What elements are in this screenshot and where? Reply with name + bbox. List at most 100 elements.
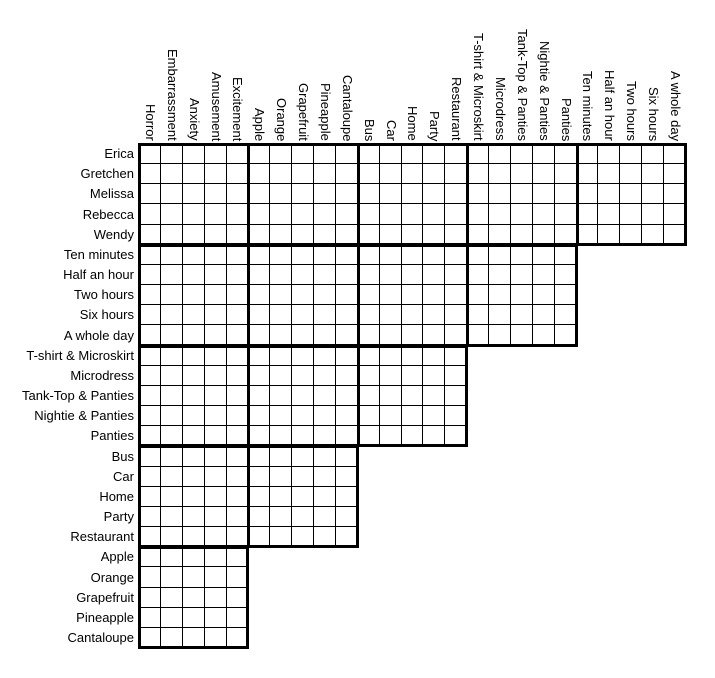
grid-cell[interactable] bbox=[161, 305, 183, 325]
grid-cell[interactable] bbox=[358, 305, 380, 325]
grid-cell[interactable] bbox=[402, 164, 423, 184]
grid-cell[interactable] bbox=[270, 467, 292, 487]
grid-cell[interactable] bbox=[445, 164, 467, 184]
grid-cell[interactable] bbox=[139, 406, 161, 426]
grid-cell[interactable] bbox=[161, 628, 183, 648]
grid-cell[interactable] bbox=[205, 245, 227, 265]
grid-cell[interactable] bbox=[402, 386, 423, 406]
grid-cell[interactable] bbox=[227, 608, 248, 628]
grid-cell[interactable] bbox=[292, 265, 314, 285]
grid-cell[interactable] bbox=[139, 446, 161, 467]
grid-cell[interactable] bbox=[358, 386, 380, 406]
grid-cell[interactable] bbox=[227, 346, 248, 366]
grid-cell[interactable] bbox=[314, 487, 336, 507]
grid-cell[interactable] bbox=[642, 184, 664, 204]
grid-cell[interactable] bbox=[161, 184, 183, 204]
grid-cell[interactable] bbox=[139, 265, 161, 285]
grid-cell[interactable] bbox=[380, 325, 402, 346]
grid-cell[interactable] bbox=[161, 406, 183, 426]
grid-cell[interactable] bbox=[533, 245, 555, 265]
grid-cell[interactable] bbox=[161, 245, 183, 265]
grid-cell[interactable] bbox=[270, 164, 292, 184]
grid-cell[interactable] bbox=[423, 164, 445, 184]
grid-cell[interactable] bbox=[292, 245, 314, 265]
grid-cell[interactable] bbox=[380, 366, 402, 386]
grid-cell[interactable] bbox=[402, 406, 423, 426]
grid-cell[interactable] bbox=[183, 507, 205, 527]
grid-cell[interactable] bbox=[445, 325, 467, 346]
grid-cell[interactable] bbox=[380, 204, 402, 225]
grid-cell[interactable] bbox=[336, 446, 358, 467]
grid-cell[interactable] bbox=[227, 204, 248, 225]
grid-cell[interactable] bbox=[248, 204, 270, 225]
grid-cell[interactable] bbox=[358, 325, 380, 346]
grid-cell[interactable] bbox=[445, 204, 467, 225]
grid-cell[interactable] bbox=[489, 184, 511, 204]
grid-cell[interactable] bbox=[314, 446, 336, 467]
grid-cell[interactable] bbox=[336, 245, 358, 265]
grid-cell[interactable] bbox=[248, 386, 270, 406]
grid-cell[interactable] bbox=[620, 164, 642, 184]
grid-cell[interactable] bbox=[183, 426, 205, 446]
grid-cell[interactable] bbox=[314, 325, 336, 346]
grid-cell[interactable] bbox=[664, 184, 686, 204]
grid-cell[interactable] bbox=[380, 386, 402, 406]
grid-cell[interactable] bbox=[423, 366, 445, 386]
grid-cell[interactable] bbox=[664, 225, 686, 245]
grid-cell[interactable] bbox=[423, 346, 445, 366]
grid-cell[interactable] bbox=[205, 305, 227, 325]
grid-cell[interactable] bbox=[511, 285, 533, 305]
grid-cell[interactable] bbox=[292, 426, 314, 446]
grid-cell[interactable] bbox=[227, 184, 248, 204]
grid-cell[interactable] bbox=[205, 406, 227, 426]
grid-cell[interactable] bbox=[577, 144, 598, 164]
grid-cell[interactable] bbox=[555, 225, 577, 245]
grid-cell[interactable] bbox=[314, 265, 336, 285]
grid-cell[interactable] bbox=[248, 467, 270, 487]
grid-cell[interactable] bbox=[248, 406, 270, 426]
grid-cell[interactable] bbox=[445, 346, 467, 366]
grid-cell[interactable] bbox=[270, 446, 292, 467]
grid-cell[interactable] bbox=[336, 164, 358, 184]
grid-cell[interactable] bbox=[336, 346, 358, 366]
grid-cell[interactable] bbox=[270, 386, 292, 406]
grid-cell[interactable] bbox=[205, 507, 227, 527]
grid-cell[interactable] bbox=[467, 184, 489, 204]
grid-cell[interactable] bbox=[445, 406, 467, 426]
grid-cell[interactable] bbox=[533, 325, 555, 346]
grid-cell[interactable] bbox=[161, 426, 183, 446]
grid-cell[interactable] bbox=[227, 245, 248, 265]
grid-cell[interactable] bbox=[423, 184, 445, 204]
grid-cell[interactable] bbox=[248, 426, 270, 446]
grid-cell[interactable] bbox=[183, 225, 205, 245]
grid-cell[interactable] bbox=[423, 285, 445, 305]
grid-cell[interactable] bbox=[445, 184, 467, 204]
grid-cell[interactable] bbox=[205, 426, 227, 446]
grid-cell[interactable] bbox=[292, 406, 314, 426]
grid-cell[interactable] bbox=[292, 325, 314, 346]
grid-cell[interactable] bbox=[183, 305, 205, 325]
grid-cell[interactable] bbox=[445, 426, 467, 446]
grid-cell[interactable] bbox=[205, 366, 227, 386]
grid-cell[interactable] bbox=[292, 446, 314, 467]
grid-cell[interactable] bbox=[402, 144, 423, 164]
grid-cell[interactable] bbox=[227, 265, 248, 285]
grid-cell[interactable] bbox=[423, 426, 445, 446]
grid-cell[interactable] bbox=[358, 366, 380, 386]
grid-cell[interactable] bbox=[533, 184, 555, 204]
grid-cell[interactable] bbox=[511, 325, 533, 346]
grid-cell[interactable] bbox=[555, 285, 577, 305]
grid-cell[interactable] bbox=[292, 164, 314, 184]
grid-cell[interactable] bbox=[161, 507, 183, 527]
grid-cell[interactable] bbox=[511, 164, 533, 184]
grid-cell[interactable] bbox=[292, 527, 314, 547]
grid-cell[interactable] bbox=[489, 305, 511, 325]
grid-cell[interactable] bbox=[183, 285, 205, 305]
grid-cell[interactable] bbox=[161, 527, 183, 547]
grid-cell[interactable] bbox=[423, 204, 445, 225]
grid-cell[interactable] bbox=[161, 225, 183, 245]
grid-cell[interactable] bbox=[205, 144, 227, 164]
grid-cell[interactable] bbox=[161, 346, 183, 366]
grid-cell[interactable] bbox=[423, 265, 445, 285]
grid-cell[interactable] bbox=[620, 184, 642, 204]
